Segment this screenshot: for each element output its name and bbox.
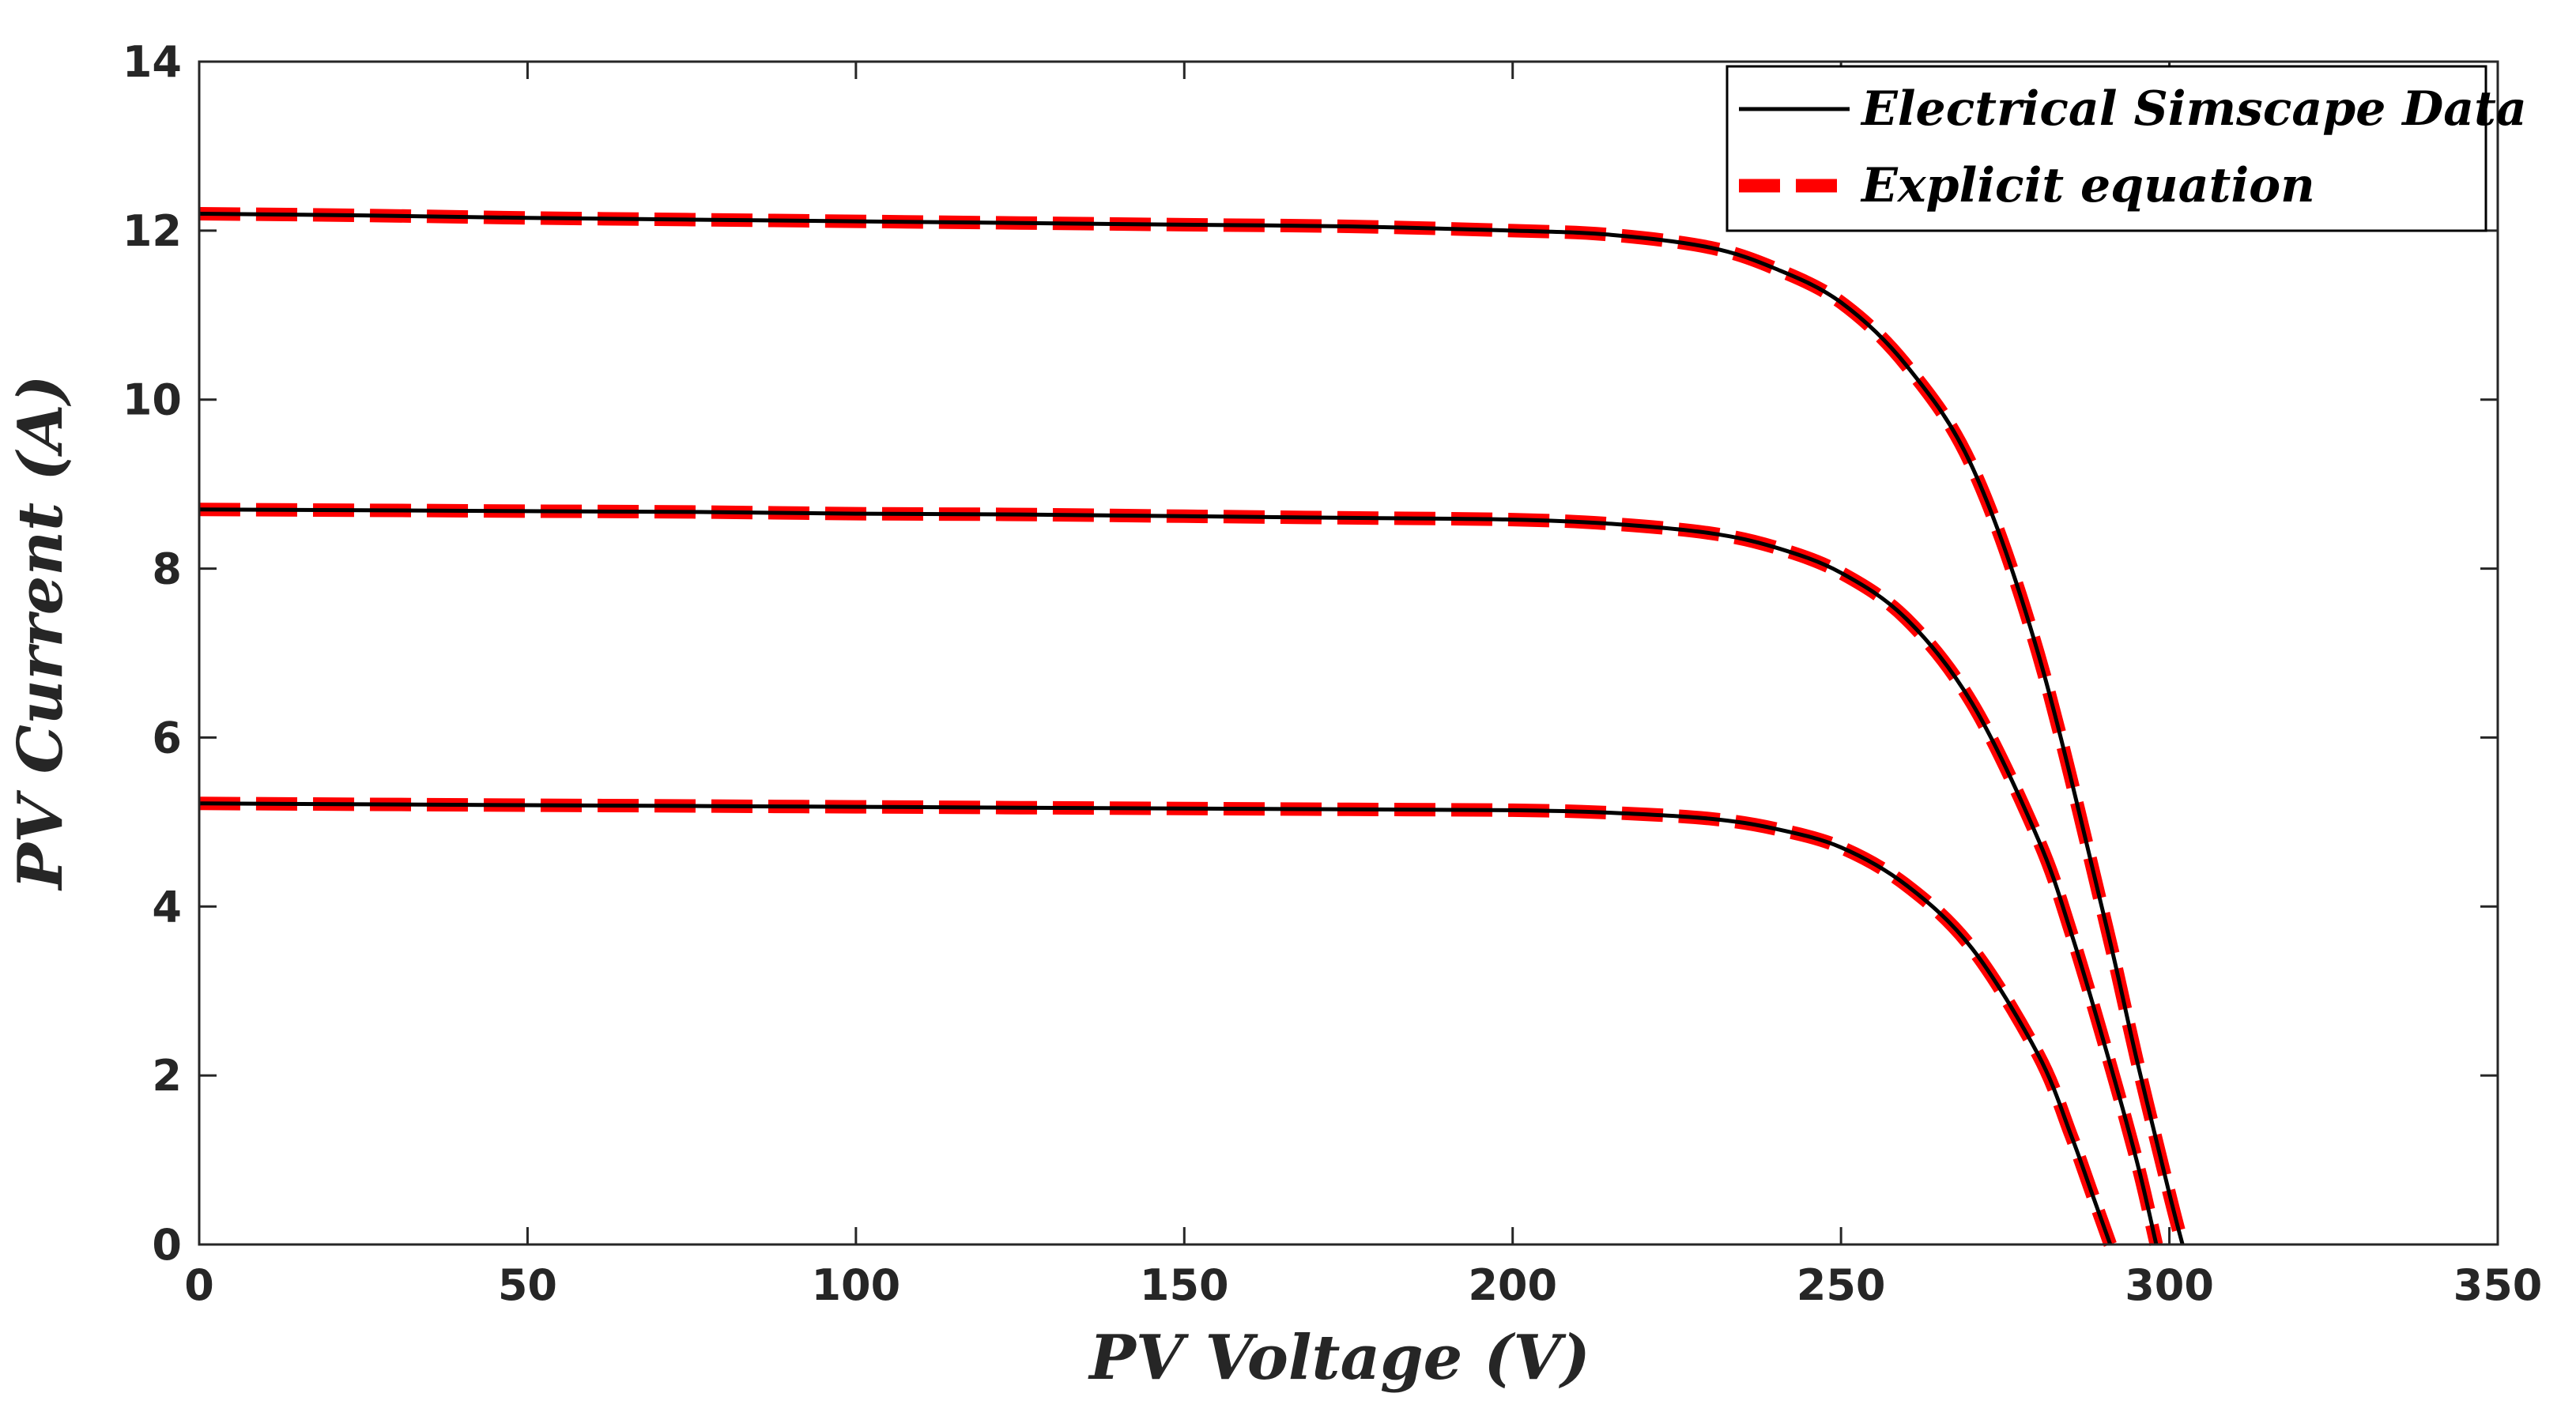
y-tick-label: 10 [123,375,182,425]
y-tick-label: 12 [123,206,182,256]
plot-area [199,62,2498,1244]
y-tick-label: 0 [152,1220,182,1270]
simscape-data-curve-2 [198,507,2159,1245]
y-axis-title: PV Current (A) [5,375,77,891]
legend-box [1726,65,2487,232]
x-tick-label: 250 [1797,1260,1886,1310]
y-tick-label: 14 [123,37,182,87]
simscape-data-curve-1 [198,212,2185,1245]
simscape-data-curve-3 [198,801,2113,1245]
y-tick-label: 6 [152,713,182,762]
x-tick-label: 100 [811,1260,900,1310]
series-layer [198,207,2189,1247]
x-axis-title: PV Voltage (V) [1088,1322,1590,1394]
legend: Electrical Simscape Data Explicit equati… [1726,65,2527,232]
x-tick-label: 0 [184,1260,214,1310]
x-tick-label: 150 [1140,1260,1229,1310]
axes-box [198,60,2499,1246]
legend-label-simscape: Electrical Simscape Data [1860,81,2527,137]
y-tick-label: 8 [152,544,182,594]
plot-background [199,62,2498,1244]
axes-layer: 0 50 100 150 200 250 300 350 0 2 4 6 8 10 12 14 [123,37,2543,1310]
y-tick-label: 4 [152,882,182,932]
legend-label-explicit: Explicit equation [1860,158,2315,213]
y-tick-label: 2 [152,1051,182,1101]
x-tick-label: 300 [2125,1260,2214,1310]
x-tick-label: 50 [498,1260,557,1310]
x-tick-label: 350 [2453,1260,2543,1310]
x-tick-label: 200 [1468,1260,1557,1310]
